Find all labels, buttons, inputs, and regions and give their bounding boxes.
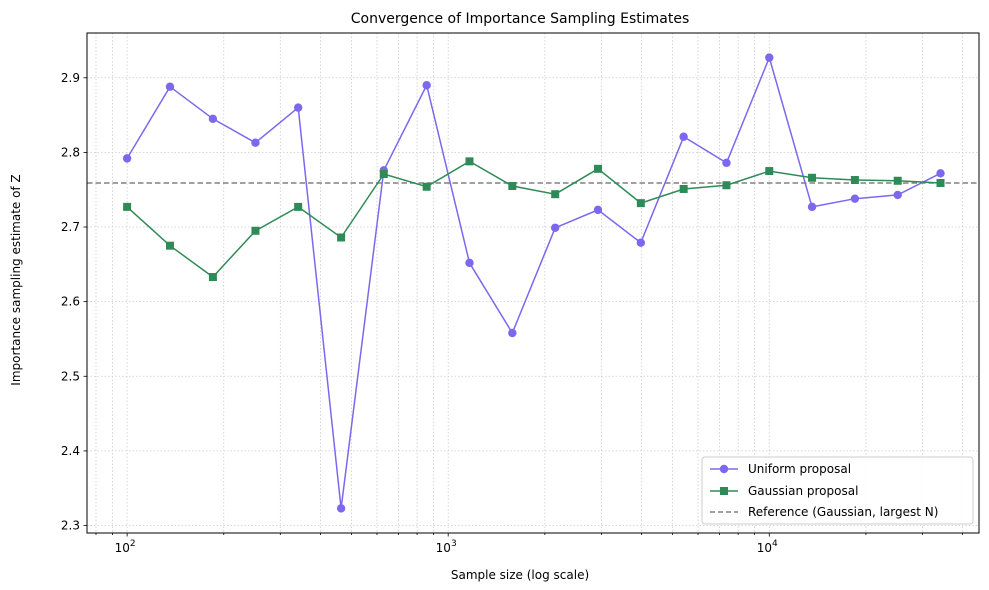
data-point-uniform: [593, 205, 603, 215]
legend-marker-uniform: [719, 464, 729, 474]
data-point-uniform: [936, 169, 945, 178]
y-axis-label: Importance sampling estimate of Z: [9, 174, 23, 385]
data-point-uniform: [122, 154, 132, 163]
data-point-gaussian: [465, 157, 474, 166]
data-point-gaussian: [422, 182, 431, 191]
data-point-uniform: [893, 190, 902, 200]
data-point-uniform: [850, 194, 860, 203]
data-point-gaussian: [294, 202, 303, 211]
legend-label-reference: Reference (Gaussian, largest N): [748, 505, 938, 519]
legend-label-uniform: Uniform proposal: [748, 462, 851, 476]
data-point-uniform: [208, 114, 218, 124]
chart-title: Convergence of Importance Sampling Estim…: [351, 11, 690, 27]
data-point-gaussian: [893, 176, 902, 185]
data-point-uniform: [807, 202, 817, 212]
series-line-uniform: [126, 55, 941, 509]
x-tick-label: 103: [436, 539, 457, 555]
data-point-gaussian: [379, 170, 388, 179]
data-point-gaussian: [337, 233, 346, 242]
data-point-uniform: [636, 238, 646, 247]
legend: Uniform proposal Gaussian proposal Refer…: [701, 456, 974, 525]
data-point-uniform: [422, 81, 431, 90]
data-point-gaussian: [208, 273, 217, 282]
data-point-uniform: [550, 223, 560, 232]
y-tick-label: 2.4: [61, 444, 80, 458]
data-point-uniform: [465, 258, 474, 268]
series-layer: [122, 53, 945, 513]
data-point-gaussian: [936, 179, 945, 187]
data-point-gaussian: [551, 190, 560, 199]
data-point-uniform: [251, 138, 260, 147]
data-point-uniform: [722, 158, 731, 168]
data-point-gaussian: [679, 184, 688, 193]
y-tick-label: 2.3: [61, 519, 80, 533]
data-point-gaussian: [808, 173, 817, 182]
data-point-gaussian: [593, 164, 602, 173]
data-point-uniform: [165, 82, 175, 91]
legend-box: [701, 456, 974, 525]
grid: [87, 33, 979, 533]
data-point-uniform: [336, 504, 346, 513]
legend-label-gaussian: Gaussian proposal: [748, 484, 858, 498]
data-point-gaussian: [251, 226, 260, 235]
plot-frame: [86, 32, 980, 534]
data-point-gaussian: [722, 181, 731, 190]
x-tick-label: 104: [757, 539, 778, 555]
data-point-gaussian: [123, 202, 132, 211]
data-point-uniform: [765, 53, 774, 62]
data-point-uniform: [293, 103, 303, 112]
x-axis: 102 103 104: [95, 533, 963, 555]
data-point-uniform: [508, 328, 517, 338]
series-line-gaussian: [126, 160, 941, 279]
data-point-uniform: [679, 132, 688, 141]
x-axis-label: Sample size (log scale): [451, 568, 589, 582]
x-tick-label: 102: [115, 539, 136, 555]
data-point-gaussian: [765, 167, 774, 176]
y-tick-label: 2.5: [61, 369, 80, 383]
data-point-gaussian: [165, 241, 174, 250]
data-point-gaussian: [636, 199, 645, 208]
data-point-gaussian: [508, 181, 517, 190]
y-tick-label: 2.8: [61, 145, 80, 159]
y-axis: 2.3 2.4 2.5 2.6 2.7 2.8 2.9: [61, 71, 87, 533]
y-tick-label: 2.9: [61, 71, 80, 85]
legend-marker-gaussian: [720, 487, 728, 495]
data-point-gaussian: [850, 176, 859, 185]
y-tick-label: 2.7: [61, 220, 80, 234]
y-tick-label: 2.6: [61, 295, 80, 309]
